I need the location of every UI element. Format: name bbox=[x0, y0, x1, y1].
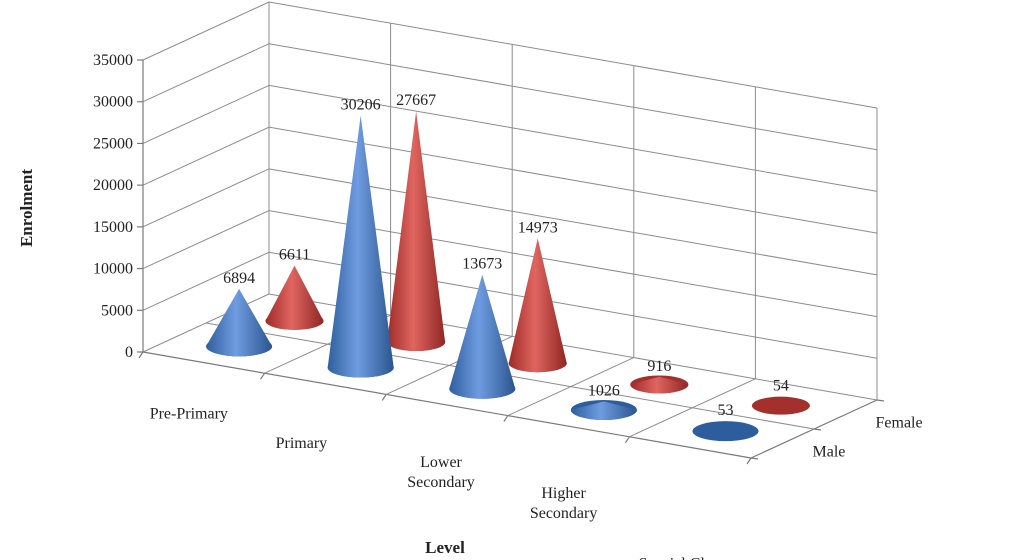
data-label: 6894 bbox=[223, 270, 255, 287]
chart-marks: 6611 27667 14973 916 54 6894 30206 13673 1026 53 bbox=[206, 92, 810, 442]
cone-female-2: 14973 bbox=[508, 219, 567, 373]
x-category-label: Pre-Primary bbox=[150, 406, 228, 423]
side-wall-gridline bbox=[142, 84, 270, 144]
cone-body bbox=[265, 265, 324, 330]
side-wall-gridline bbox=[142, 43, 270, 103]
back-wall-gridline bbox=[268, 126, 878, 234]
data-label: 13673 bbox=[462, 256, 502, 273]
cone-female-0: 6611 bbox=[265, 247, 324, 330]
x-axis-title: Level bbox=[425, 538, 465, 557]
x-axis-category-labels: Pre-Primary Primary Lower Secondary Higher Se… bbox=[150, 406, 738, 560]
series-label-male: Male bbox=[813, 444, 846, 461]
data-label: 14973 bbox=[518, 219, 558, 236]
y-axis-ticks: 0 5000 10000 15000 20000 25000 30000 35000 bbox=[93, 52, 885, 465]
data-label: 30206 bbox=[341, 97, 381, 114]
cone-female-4: 54 bbox=[751, 378, 810, 415]
data-label: 53 bbox=[717, 402, 733, 419]
back-wall-gridline bbox=[268, 43, 878, 151]
y-tick-label: 30000 bbox=[93, 94, 133, 111]
back-wall-gridline bbox=[268, 1, 878, 109]
side-wall-gridline bbox=[142, 126, 270, 186]
depth-tick-mark bbox=[876, 399, 885, 402]
cone-female-1: 27667 bbox=[387, 92, 446, 352]
cone-female-3: 916 bbox=[630, 358, 689, 394]
x-tick-mark bbox=[624, 436, 630, 444]
cone-body bbox=[508, 238, 567, 373]
cone-body bbox=[570, 401, 637, 420]
side-wall-gridline bbox=[142, 1, 270, 61]
side-wall-gridline bbox=[142, 168, 270, 228]
x-axis-line bbox=[142, 351, 752, 459]
x-tick-mark bbox=[381, 394, 387, 401]
cone-body bbox=[449, 274, 516, 399]
y-tick-label: 10000 bbox=[93, 261, 133, 278]
cone-male-3: 1026 bbox=[570, 382, 637, 420]
data-label: 27667 bbox=[396, 92, 436, 109]
x-category-label: Special Classes bbox=[639, 555, 738, 560]
data-label: 6611 bbox=[279, 247, 310, 264]
x-tick-mark bbox=[138, 351, 144, 359]
x-tick-mark bbox=[503, 415, 509, 422]
y-axis-title: Enrolment bbox=[17, 169, 36, 247]
x-category-label: Higher Secondary bbox=[530, 485, 598, 522]
depth-tick-mark bbox=[750, 457, 759, 460]
y-tick-label: 35000 bbox=[93, 52, 133, 69]
x-category-label: Lower Secondary bbox=[407, 454, 475, 491]
cone-body bbox=[327, 115, 394, 378]
cone-body bbox=[206, 288, 273, 357]
side-wall-gridline bbox=[142, 210, 270, 270]
series-label-female: Female bbox=[876, 415, 923, 432]
y-tick-label: 25000 bbox=[93, 135, 133, 152]
x-tick-mark bbox=[260, 372, 266, 380]
cone-male-0: 6894 bbox=[206, 270, 273, 357]
y-tick-label: 15000 bbox=[93, 219, 133, 236]
back-wall-gridline bbox=[268, 168, 878, 276]
y-tick-label: 5000 bbox=[101, 302, 133, 319]
cone-male-2: 13673 bbox=[449, 256, 516, 399]
data-label: 916 bbox=[647, 358, 671, 375]
cone-male-1: 30206 bbox=[327, 97, 394, 378]
cone-body bbox=[387, 111, 446, 352]
x-category-label: Primary bbox=[276, 435, 328, 452]
data-label: 1026 bbox=[588, 382, 620, 399]
side-wall-gridline bbox=[142, 251, 270, 311]
x-tick-mark bbox=[746, 457, 752, 465]
back-wall-gridline bbox=[268, 84, 878, 192]
y-tick-label: 20000 bbox=[93, 177, 133, 194]
cone-base bbox=[692, 421, 759, 442]
data-label: 54 bbox=[773, 378, 789, 395]
cone-base bbox=[751, 396, 810, 415]
cone-male-4: 53 bbox=[692, 402, 759, 442]
y-tick-label: 0 bbox=[125, 344, 133, 361]
cone-body bbox=[630, 376, 689, 394]
depth-axis-series-labels: Male Female bbox=[813, 415, 923, 461]
depth-tick-mark bbox=[813, 428, 822, 431]
